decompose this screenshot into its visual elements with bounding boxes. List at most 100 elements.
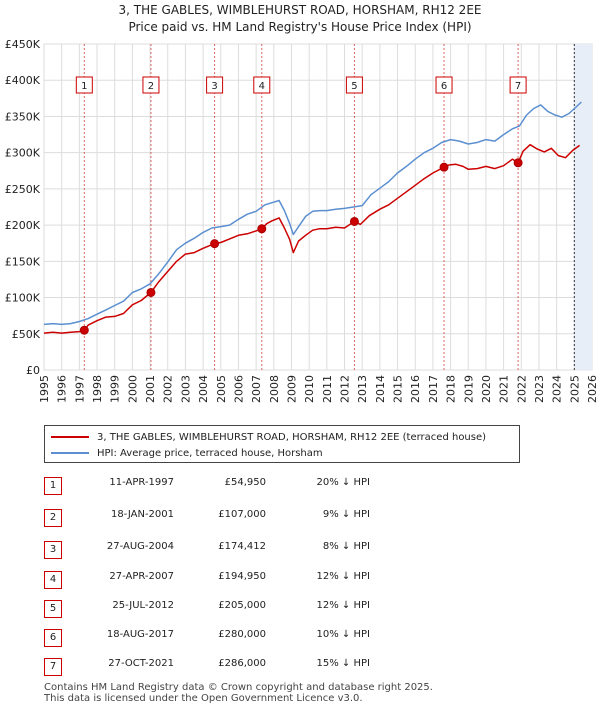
x-tick-label: 2001 <box>144 375 157 403</box>
x-tick-label: 2011 <box>321 375 334 403</box>
x-tick-label: 2013 <box>356 375 369 403</box>
chart-title-line1: 3, THE GABLES, WIMBLEHURST ROAD, HORSHAM… <box>119 3 482 17</box>
sale-6-marker-label: 6 <box>441 81 447 92</box>
sale-6-marker-box <box>435 76 453 94</box>
sale-1-marker-label: 1 <box>81 81 87 92</box>
sale-date: 27-AUG-2004 <box>106 541 174 552</box>
x-tick-label: 2017 <box>427 375 440 403</box>
sale-5-marker-box <box>345 76 363 94</box>
legend-item-hpi: HPI: Average price, terraced house, Hors… <box>51 445 323 461</box>
legend-swatch-property <box>51 436 89 438</box>
x-tick-label: 2019 <box>462 375 475 403</box>
x-tick-label: 2008 <box>268 375 281 403</box>
sale-1-marker-box <box>75 76 93 94</box>
sale-number-badge: 7 <box>44 658 62 676</box>
y-tick-label: £300K <box>5 147 41 160</box>
sale-price: £54,950 <box>224 477 266 488</box>
sale-number-badge: 6 <box>44 629 62 647</box>
sale-number-badge: 5 <box>44 600 62 618</box>
x-tick-label: 1998 <box>91 375 104 403</box>
x-tick-label: 2014 <box>374 375 387 403</box>
sale-hpi-diff: 12% ↓ HPI <box>316 571 370 582</box>
sale-3-marker-box <box>206 76 224 94</box>
sale-7-marker-box <box>509 76 527 94</box>
x-tick-label: 2010 <box>303 375 316 403</box>
sale-hpi-diff: 12% ↓ HPI <box>316 600 370 611</box>
legend-swatch-hpi <box>51 452 89 454</box>
sale-price: £280,000 <box>218 629 266 640</box>
legend-label-property: 3, THE GABLES, WIMBLEHURST ROAD, HORSHAM… <box>97 431 487 443</box>
sale-4-marker-box <box>253 76 271 94</box>
x-tick-label: 2021 <box>498 375 511 403</box>
x-tick-label: 2026 <box>586 375 599 403</box>
x-tick-label: 2023 <box>533 375 546 403</box>
y-tick-label: £50K <box>12 328 41 341</box>
hpi-line <box>43 101 582 326</box>
sale-price: £194,950 <box>218 571 266 582</box>
sale-price: £174,412 <box>218 541 266 552</box>
x-tick-label: 2004 <box>197 375 210 403</box>
sale-2-marker-label: 2 <box>148 81 154 92</box>
footer-copyright: Contains HM Land Registry data © Crown c… <box>44 682 433 693</box>
sale-3-point <box>210 239 220 249</box>
sale-date: 11-APR-1997 <box>109 477 174 488</box>
sale-date: 27-OCT-2021 <box>108 658 174 669</box>
footer-attribution: Contains HM Land Registry data © Crown c… <box>44 682 433 704</box>
y-tick-label: £400K <box>5 74 41 87</box>
sale-date: 18-AUG-2017 <box>106 629 174 640</box>
x-tick-label: 2009 <box>285 375 298 403</box>
sale-5-marker-label: 5 <box>351 81 357 92</box>
x-tick-label: 1999 <box>109 375 122 403</box>
sale-6-point <box>439 162 449 172</box>
x-tick-label: 2024 <box>551 375 564 403</box>
sale-4-marker-label: 4 <box>259 81 265 92</box>
y-tick-label: £0 <box>26 364 40 377</box>
price-chart: 3, THE GABLES, WIMBLEHURST ROAD, HORSHAM… <box>5 3 599 403</box>
y-tick-label: £450K <box>5 38 41 51</box>
x-tick-label: 2020 <box>480 375 493 403</box>
sale-number-badge: 1 <box>44 477 62 495</box>
sale-7-point <box>513 158 523 168</box>
x-tick-label: 2018 <box>445 375 458 403</box>
x-tick-label: 2025 <box>568 375 581 403</box>
sale-hpi-diff: 15% ↓ HPI <box>316 658 370 669</box>
x-tick-label: 2000 <box>126 375 139 403</box>
x-tick-label: 2022 <box>515 375 528 403</box>
y-tick-label: £150K <box>5 255 41 268</box>
x-tick-label: 2012 <box>339 375 352 403</box>
sale-date: 18-JAN-2001 <box>110 509 174 520</box>
sale-hpi-diff: 20% ↓ HPI <box>316 477 370 488</box>
x-tick-label: 2005 <box>215 375 228 403</box>
y-tick-label: £200K <box>5 219 41 232</box>
x-tick-label: 2006 <box>232 375 245 403</box>
sale-5-point <box>349 216 359 226</box>
x-tick-label: 2016 <box>409 375 422 403</box>
x-tick-label: 1995 <box>38 375 51 403</box>
sale-hpi-diff: 9% ↓ HPI <box>322 509 370 520</box>
sale-4-point <box>257 224 267 234</box>
chart-legend: 3, THE GABLES, WIMBLEHURST ROAD, HORSHAM… <box>44 425 520 463</box>
x-tick-label: 1996 <box>56 375 69 403</box>
sale-price: £286,000 <box>218 658 266 669</box>
sale-2-point <box>146 287 156 297</box>
chart-title-line2: Price paid vs. HM Land Registry's House … <box>128 20 471 34</box>
x-tick-label: 1997 <box>73 375 86 403</box>
sale-price: £107,000 <box>218 509 266 520</box>
legend-label-hpi: HPI: Average price, terraced house, Hors… <box>97 447 323 459</box>
sale-number-badge: 4 <box>44 571 62 589</box>
x-tick-label: 2003 <box>179 375 192 403</box>
property-price-line <box>43 143 581 334</box>
sale-7-marker-label: 7 <box>515 81 521 92</box>
sale-number-badge: 3 <box>44 541 62 559</box>
forecast-shade <box>574 44 592 370</box>
sale-number-badge: 2 <box>44 509 62 527</box>
y-tick-label: £250K <box>5 183 41 196</box>
sale-hpi-diff: 10% ↓ HPI <box>316 629 370 640</box>
y-tick-label: £350K <box>5 110 41 123</box>
sale-1-point <box>79 325 89 335</box>
sale-3-marker-label: 3 <box>211 81 217 92</box>
sale-2-marker-box <box>142 76 160 94</box>
sale-hpi-diff: 8% ↓ HPI <box>322 541 370 552</box>
sale-date: 27-APR-2007 <box>109 571 174 582</box>
x-tick-label: 2002 <box>162 375 175 403</box>
